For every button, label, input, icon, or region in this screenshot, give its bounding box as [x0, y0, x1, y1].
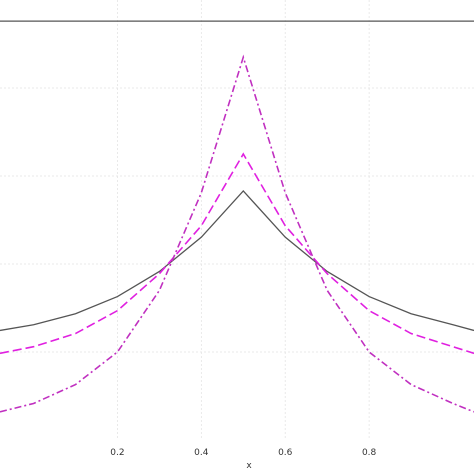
series-line-1	[0, 152, 474, 355]
x-tick-label-2: 0.6	[278, 448, 293, 458]
x-tick-label-1: 0.4	[194, 448, 209, 458]
grid	[0, 0, 474, 440]
x-axis-ticks: 0.2 0.4 0.6 0.8	[110, 448, 376, 458]
series-line-0	[0, 189, 474, 332]
x-tick-label-0: 0.2	[110, 448, 124, 458]
x-tick-label-3: 0.8	[362, 448, 377, 458]
x-axis-label: x	[246, 461, 252, 471]
series-line-2	[0, 54, 474, 413]
series-group	[0, 20, 474, 413]
